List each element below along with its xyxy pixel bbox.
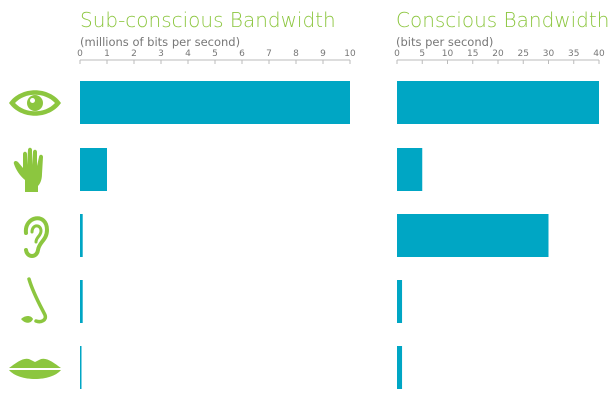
tick-label-subconscious-2: 2 <box>131 49 137 59</box>
bar-subconscious-lips <box>80 346 82 389</box>
tick-label-conscious-15: 15 <box>467 49 478 59</box>
tick-label-subconscious-10: 10 <box>344 49 356 59</box>
tick-label-subconscious-3: 3 <box>158 49 164 59</box>
tick-label-subconscious-6: 6 <box>239 49 245 59</box>
bars-subconscious <box>80 81 350 389</box>
tick-label-subconscious-0: 0 <box>77 49 83 59</box>
bars-conscious <box>397 81 599 389</box>
chart-subtitle-conscious: (bits per second) <box>396 35 494 49</box>
tick-label-conscious-25: 25 <box>518 49 529 59</box>
bar-subconscious-hand <box>80 148 107 191</box>
chart-title-subconscious: Sub-conscious Bandwidth <box>80 8 336 32</box>
eye-icon <box>9 90 61 116</box>
bar-conscious-nose <box>397 280 403 323</box>
tick-label-conscious-30: 30 <box>543 49 555 59</box>
bar-subconscious-eye <box>80 81 350 124</box>
bar-subconscious-nose <box>80 280 83 323</box>
axis-subconscious: 0 1 2 3 4 5 6 7 8 9 10 <box>77 49 356 64</box>
tick-label-conscious-10: 10 <box>442 49 454 59</box>
tick-label-conscious-0: 0 <box>394 49 400 59</box>
tick-label-subconscious-5: 5 <box>212 49 218 59</box>
tick-label-conscious-20: 20 <box>492 49 504 59</box>
nose-icon <box>21 277 48 324</box>
tick-label-subconscious-7: 7 <box>266 49 272 59</box>
tick-label-conscious-5: 5 <box>419 49 425 59</box>
tick-label-subconscious-1: 1 <box>104 49 110 59</box>
tick-label-subconscious-4: 4 <box>185 49 191 59</box>
bar-conscious-eye <box>397 81 599 124</box>
hand-icon <box>13 147 43 192</box>
bar-conscious-ear <box>397 214 549 257</box>
tick-label-conscious-35: 35 <box>568 49 579 59</box>
bar-conscious-lips <box>397 346 403 389</box>
bar-subconscious-ear <box>80 214 83 257</box>
lips-icon <box>9 358 61 379</box>
bar-conscious-hand <box>397 148 423 191</box>
ear-icon <box>23 216 50 258</box>
tick-label-conscious-40: 40 <box>593 49 605 59</box>
sense-icons <box>9 90 61 379</box>
tick-label-subconscious-9: 9 <box>320 49 326 59</box>
axis-conscious: 0 5 10 15 20 25 30 35 40 <box>394 49 605 64</box>
chart-subtitle-subconscious: (millions of bits per second) <box>80 35 241 49</box>
chart-title-conscious: Conscious Bandwidth <box>396 8 610 32</box>
tick-label-subconscious-8: 8 <box>293 49 299 59</box>
